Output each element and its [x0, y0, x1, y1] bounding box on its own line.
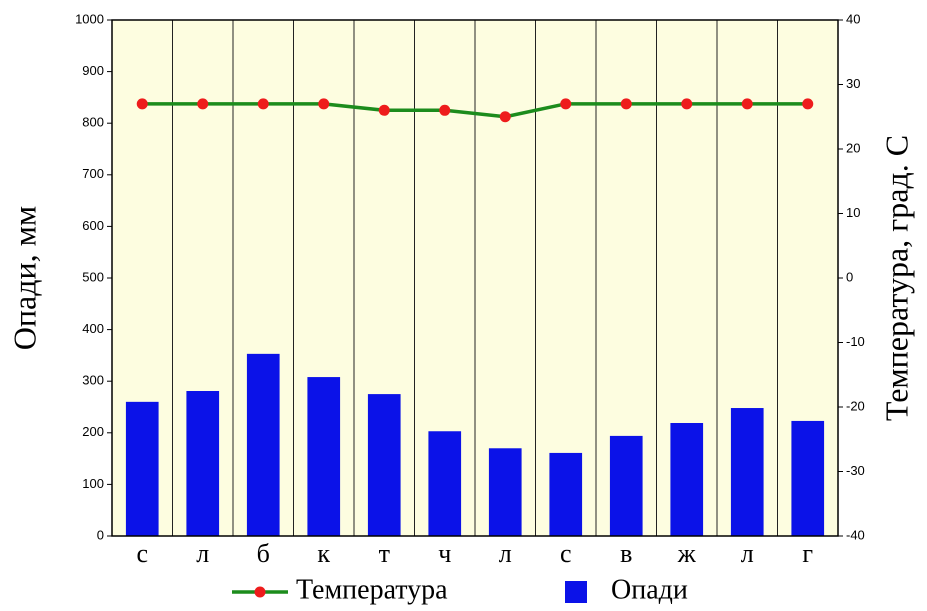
y2-tick-label: 30 [846, 76, 860, 91]
y2-tick-label: 10 [846, 205, 860, 220]
marker [499, 111, 511, 123]
marker [802, 98, 814, 110]
legend-marker [254, 586, 266, 598]
marker [197, 98, 209, 110]
x-tick-label: ч [438, 539, 451, 568]
y-tick-label: 200 [82, 424, 104, 439]
bar [307, 377, 341, 536]
x-tick-label: с [136, 539, 148, 568]
bar [367, 394, 401, 536]
y2-tick-label: 40 [846, 11, 860, 26]
bar [609, 435, 643, 536]
y2-tick-label: -10 [846, 334, 865, 349]
bar [125, 401, 159, 536]
bar [488, 448, 522, 536]
x-tick-label: г [802, 539, 813, 568]
bar [670, 422, 704, 536]
marker [741, 98, 753, 110]
y-tick-label: 700 [82, 166, 104, 181]
bar [428, 431, 462, 536]
x-tick-label: т [379, 539, 390, 568]
marker [439, 104, 451, 116]
x-tick-label: л [499, 539, 512, 568]
y-tick-label: 900 [82, 63, 104, 78]
y2-tick-label: 0 [846, 269, 853, 284]
y2-tick-label: -20 [846, 398, 865, 413]
bar [549, 452, 583, 536]
y2-tick-label: -40 [846, 527, 865, 542]
y-axis-label: Опади, мм [6, 206, 42, 350]
y-tick-label: 400 [82, 321, 104, 336]
x-tick-label: в [620, 539, 632, 568]
marker [560, 98, 572, 110]
y-tick-label: 500 [82, 269, 104, 284]
marker [681, 98, 693, 110]
legend-label: Температура [296, 574, 448, 605]
legend-label: Опади [611, 574, 688, 605]
marker [136, 98, 148, 110]
bar [791, 420, 825, 536]
y-tick-label: 600 [82, 218, 104, 233]
marker [318, 98, 330, 110]
x-tick-label: б [257, 539, 270, 568]
y-tick-label: 1000 [75, 11, 104, 26]
x-tick-label: л [741, 539, 754, 568]
plot-frame [111, 19, 839, 537]
marker [378, 104, 390, 116]
bar [186, 391, 220, 536]
y-tick-label: 0 [97, 527, 104, 542]
x-tick-label: л [196, 539, 209, 568]
marker [620, 98, 632, 110]
x-tick-label: ж [677, 539, 697, 568]
marker [257, 98, 269, 110]
legend-swatch [565, 581, 587, 603]
y2-axis-label: Температура, град. С [878, 135, 914, 421]
y2-tick-label: -30 [846, 463, 865, 478]
y-tick-label: 100 [82, 476, 104, 491]
y-tick-label: 300 [82, 373, 104, 388]
y-tick-label: 800 [82, 115, 104, 130]
x-tick-label: с [560, 539, 572, 568]
bar [246, 353, 280, 536]
x-tick-label: к [317, 539, 330, 568]
y2-tick-label: 20 [846, 140, 860, 155]
line [142, 102, 808, 119]
bar [730, 408, 764, 536]
